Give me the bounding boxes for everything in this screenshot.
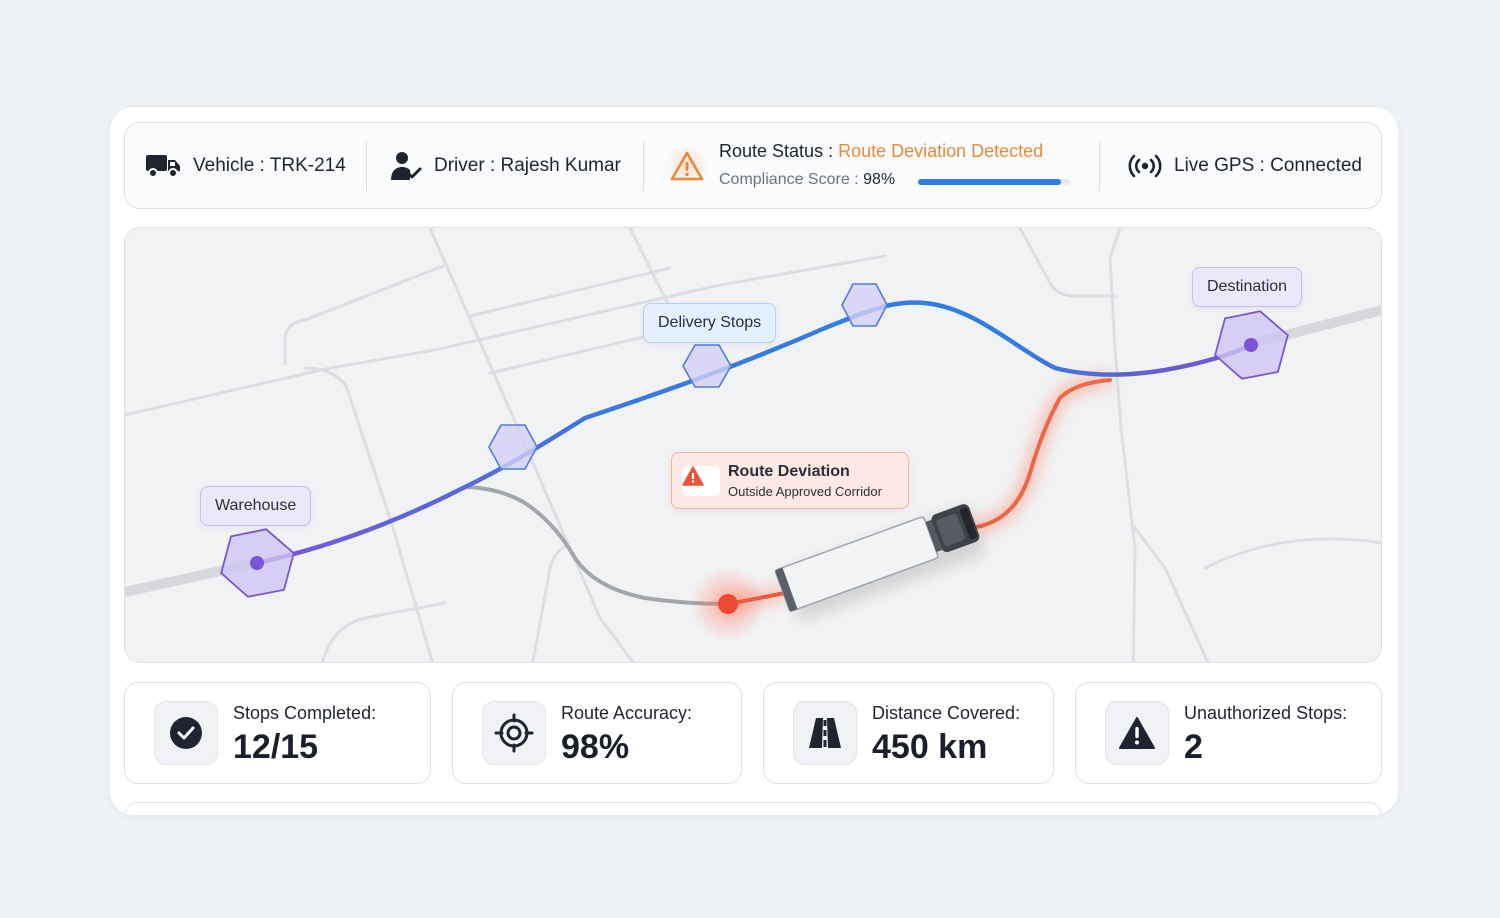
destination-point bbox=[1244, 338, 1258, 352]
delivery-stop-markers bbox=[488, 283, 888, 470]
map-canvas bbox=[125, 228, 1381, 662]
stat-label: Distance Covered: bbox=[872, 703, 1021, 723]
original-path bbox=[463, 485, 730, 606]
user-check-icon bbox=[389, 150, 423, 182]
warehouse-label[interactable]: Warehouse bbox=[200, 486, 312, 526]
alert-title: Route Deviation bbox=[728, 463, 850, 480]
route-status: Route Status : Route Deviation Detected … bbox=[719, 141, 1070, 188]
compliance-value: 98% bbox=[863, 171, 896, 188]
street-grid bbox=[125, 228, 1381, 662]
road-icon bbox=[793, 701, 857, 765]
compliance-label: Compliance Score : bbox=[719, 171, 864, 188]
compliance-progress-fill bbox=[918, 179, 1061, 185]
warning-triangle-icon bbox=[665, 143, 709, 188]
target-icon bbox=[482, 701, 546, 765]
divider bbox=[643, 141, 644, 191]
stat-value: 2 bbox=[1184, 728, 1203, 766]
route-map[interactable]: Warehouse Delivery Stops Destination Rou… bbox=[124, 227, 1382, 663]
compliance-progress-bar bbox=[918, 179, 1070, 185]
stat-card-distance-covered[interactable]: Distance Covered: 450 km bbox=[763, 682, 1054, 784]
stop-marker bbox=[841, 283, 888, 327]
stop-marker bbox=[488, 424, 538, 470]
check-circle-icon bbox=[154, 701, 218, 765]
next-panel-peek bbox=[124, 802, 1382, 815]
vehicle-info: Vehicle : TRK-214 bbox=[145, 123, 346, 208]
route-deviation-alert[interactable]: Route Deviation Outside Approved Corrido… bbox=[671, 452, 909, 509]
tracking-panel: Vehicle : TRK-214 Driver : Rajesh Kumar bbox=[110, 107, 1398, 815]
stat-label: Route Accuracy: bbox=[561, 703, 693, 723]
gps-info: Live GPS : Connected bbox=[1127, 123, 1362, 208]
stat-card-route-accuracy[interactable]: Route Accuracy: 98% bbox=[452, 682, 742, 784]
broadcast-signal-icon bbox=[1127, 153, 1163, 179]
truck-marker bbox=[774, 504, 986, 621]
vehicle-label: Vehicle : TRK-214 bbox=[193, 154, 346, 176]
stat-card-unauthorized-stops[interactable]: Unauthorized Stops: 2 bbox=[1075, 682, 1382, 784]
planned-route bbox=[254, 300, 1254, 566]
route-status-value: Route Deviation Detected bbox=[838, 141, 1044, 161]
status-header: Vehicle : TRK-214 Driver : Rajesh Kumar bbox=[124, 122, 1382, 209]
stat-value: 98% bbox=[561, 728, 630, 766]
deviation-point bbox=[718, 594, 738, 614]
warning-triangle-icon bbox=[1105, 701, 1169, 765]
stat-value: 450 km bbox=[872, 728, 988, 766]
warehouse-point bbox=[250, 556, 264, 570]
stat-label: Stops Completed: bbox=[233, 703, 377, 723]
status-icon-holder bbox=[665, 123, 709, 208]
compliance-score: Compliance Score : 98% bbox=[719, 171, 895, 189]
stat-value: 12/15 bbox=[233, 728, 319, 766]
destination-label[interactable]: Destination bbox=[1192, 267, 1303, 307]
driver-label: Driver : Rajesh Kumar bbox=[434, 154, 621, 176]
route-status-label: Route Status : bbox=[719, 141, 839, 161]
warning-triangle-icon bbox=[682, 466, 720, 496]
divider bbox=[1099, 141, 1100, 191]
gps-label: Live GPS : Connected bbox=[1174, 154, 1362, 176]
truck-icon bbox=[145, 152, 181, 180]
alert-subtitle: Outside Approved Corridor bbox=[728, 484, 882, 499]
driver-info: Driver : Rajesh Kumar bbox=[389, 123, 621, 208]
stop-marker bbox=[682, 344, 732, 388]
stat-card-stops-completed[interactable]: Stops Completed: 12/15 bbox=[124, 682, 431, 784]
stat-label: Unauthorized Stops: bbox=[1184, 703, 1348, 723]
divider bbox=[366, 141, 367, 191]
delivery-stops-label[interactable]: Delivery Stops bbox=[643, 303, 777, 343]
